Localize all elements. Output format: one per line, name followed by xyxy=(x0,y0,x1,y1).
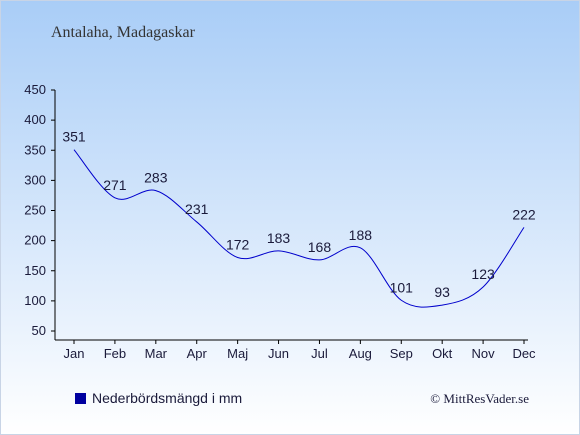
data-label: 183 xyxy=(267,230,291,246)
y-tick-label: 450 xyxy=(24,82,46,97)
legend-label: Nederbördsmängd i mm xyxy=(92,390,242,406)
y-tick-label: 150 xyxy=(24,263,46,278)
y-tick-label: 250 xyxy=(24,203,46,218)
x-tick-label: Feb xyxy=(104,346,126,361)
data-label: 168 xyxy=(308,239,332,255)
x-tick-label: Aug xyxy=(349,346,372,361)
series-line xyxy=(73,149,525,308)
data-label: 93 xyxy=(434,284,450,300)
data-label: 123 xyxy=(471,266,495,282)
data-label: 283 xyxy=(144,170,168,186)
data-label: 351 xyxy=(62,129,86,145)
data-labels: 351 271 283 231 172 183 168 188 101 93 123 222 xyxy=(62,129,536,300)
y-tick-label: 200 xyxy=(24,233,46,248)
y-tick-label: 300 xyxy=(24,172,46,187)
x-tick-label: Mar xyxy=(145,346,168,361)
axes: 50 100 150 200 250 300 350 400 450 Jan Feb Mar Apr Ma… xyxy=(24,82,536,361)
y-tick-label: 400 xyxy=(24,112,46,127)
y-tick-label: 100 xyxy=(24,293,46,308)
chart-title: Antalaha, Madagaskar xyxy=(51,24,196,41)
credit-text: © MittResVader.se xyxy=(430,391,529,406)
data-label: 101 xyxy=(390,279,414,295)
x-tick-label: Dec xyxy=(512,346,536,361)
y-tick-label: 350 xyxy=(24,142,46,157)
data-label: 172 xyxy=(226,236,250,252)
data-label: 188 xyxy=(349,227,373,243)
x-tick-label: Jan xyxy=(64,346,85,361)
y-tick-label: 50 xyxy=(32,323,46,338)
data-label: 271 xyxy=(103,177,127,193)
series-line-layer xyxy=(73,149,525,308)
x-tick-label: Okt xyxy=(432,346,453,361)
x-tick-label: Jul xyxy=(311,346,328,361)
data-label: 222 xyxy=(512,206,536,222)
legend-swatch xyxy=(75,393,86,404)
x-tick-label: Apr xyxy=(187,346,208,361)
x-tick-label: Jun xyxy=(268,346,289,361)
x-tick-label: Sep xyxy=(390,346,413,361)
x-tick-label: Maj xyxy=(227,346,248,361)
x-tick-label: Nov xyxy=(472,346,496,361)
data-label: 231 xyxy=(185,201,209,217)
